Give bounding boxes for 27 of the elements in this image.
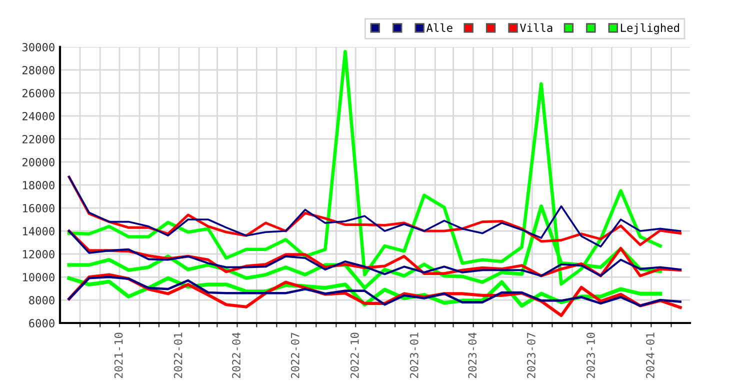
y-tick-label: 20000 bbox=[22, 158, 54, 166]
legend-label: Alle bbox=[426, 23, 452, 32]
y-tick-label: 24000 bbox=[22, 112, 54, 120]
y-tick-label: 14000 bbox=[23, 227, 54, 236]
y-tick-label: 28000 bbox=[22, 66, 54, 74]
legend-label: Lejlighed bbox=[620, 23, 679, 34]
y-tick-label: 10000 bbox=[23, 273, 54, 282]
x-tick-label: 2021-10 bbox=[114, 332, 123, 378]
x-tick-label: 2023-10 bbox=[586, 332, 595, 378]
y-tick-label: 30000 bbox=[22, 42, 54, 52]
x-tick-label: 2022-10 bbox=[350, 332, 359, 378]
line-series bbox=[67, 50, 662, 286]
y-tick-label: 18000 bbox=[23, 180, 54, 190]
x-tick-label: 2022-04 bbox=[232, 332, 240, 378]
y-tick-label: 22000 bbox=[22, 134, 54, 144]
x-tick-label: 2024-01 bbox=[646, 332, 654, 378]
x-tick-label: 2023-01 bbox=[410, 332, 418, 378]
y-tick-label: 26000 bbox=[22, 88, 54, 98]
x-tick-label: 2023-04 bbox=[468, 332, 477, 378]
x-tick-label: 2022-07 bbox=[290, 332, 300, 378]
y-tick-label: 6000 bbox=[29, 319, 54, 328]
y-tick-label: 12000 bbox=[23, 250, 54, 258]
x-tick-label: 2023-07 bbox=[527, 332, 536, 378]
y-tick-label: 16000 bbox=[23, 204, 54, 212]
x-tick-label: 2022-01 bbox=[174, 332, 182, 378]
legend-label: Villa bbox=[520, 23, 552, 32]
y-tick-label: 8000 bbox=[29, 296, 54, 304]
